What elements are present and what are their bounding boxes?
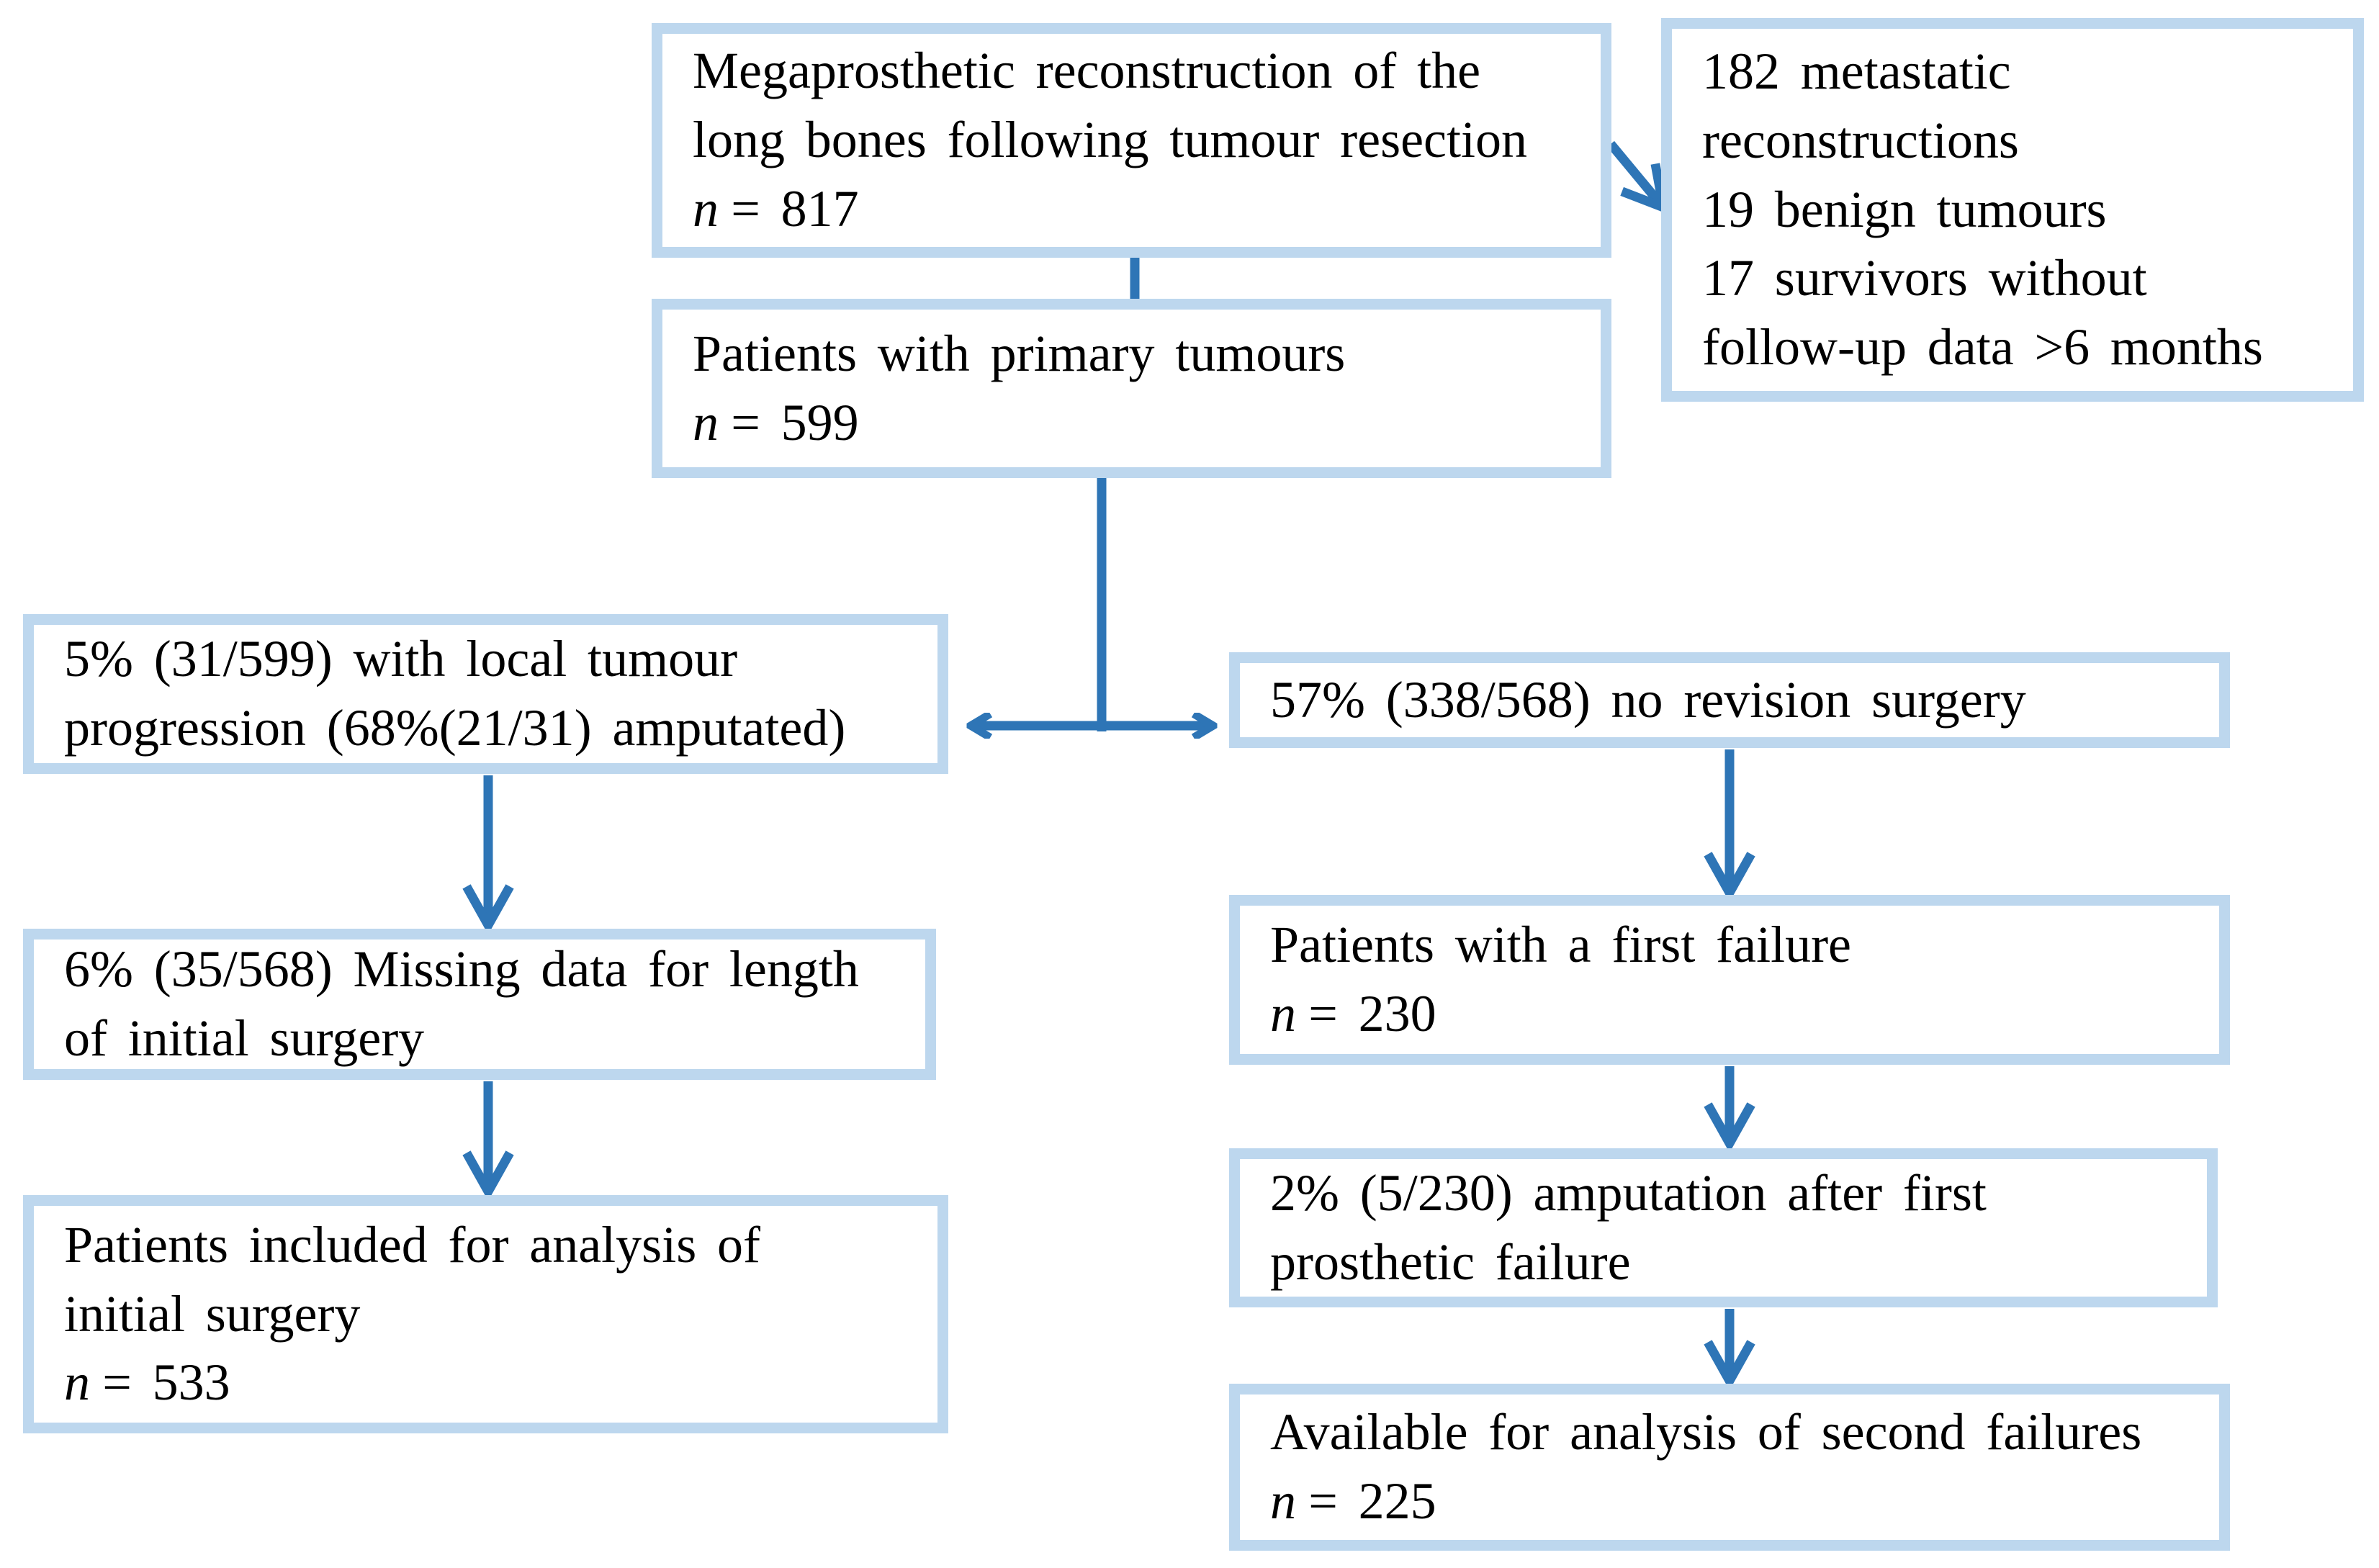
box-text-line: prosthetic failure [1270,1233,1631,1291]
box-text-line: long bones following tumour resection [693,111,1528,169]
box-text-line: initial surgery [64,1284,361,1343]
box-second-failures: Available for analysis of second failure… [1229,1384,2230,1551]
box-no-revision: 57% (338/568) no revision surgery [1229,652,2230,748]
n-symbol: n [1270,985,1296,1042]
box-text-line: progression (68%(21/31) amputated) [64,699,846,757]
box-first-failure: Patients with a first failure n = 230 [1229,895,2230,1065]
box-text-line: 19 benign tumours [1702,180,2107,238]
box-megaprosthetic-root: Megaprosthetic reconstruction of the lon… [652,23,1611,258]
box-text-line: follow-up data >6 months [1702,318,2263,377]
n-value: = 599 [731,393,859,451]
sample-size-line: n = 230 [1270,980,2199,1049]
box-text-line: 6% (35/568) Missing data for length [64,940,859,999]
n-value: = 230 [1308,985,1436,1042]
connector-root-exclusions-arrow [1606,140,1663,207]
n-value: = 225 [1308,1472,1436,1530]
n-value: = 817 [731,179,859,238]
box-text-line: 57% (338/568) no revision surgery [1270,670,2026,729]
box-text-line: Patients with a first failure [1270,916,1852,974]
box-text-line: reconstructions [1702,111,2019,169]
box-text-line: of initial surgery [64,1009,425,1067]
box-text-line: 5% (31/599) with local tumour [64,630,738,688]
box-text-line: 2% (5/230) amputation after first [1270,1163,1987,1222]
sample-size-line: n = 817 [693,175,1580,244]
n-value: = 533 [102,1353,230,1412]
box-text-line: 182 metastatic [1702,42,2011,101]
n-symbol: n [1270,1472,1296,1530]
box-primary-tumours: Patients with primary tumours n = 599 [652,299,1611,478]
box-text-line: Available for analysis of second failure… [1270,1403,2142,1461]
sample-size-line: n = 599 [693,389,1580,458]
box-amputation-after-first: 2% (5/230) amputation after first prosth… [1229,1148,2218,1307]
box-text-line: Megaprosthetic reconstruction of the [693,42,1481,100]
n-symbol: n [64,1353,90,1412]
box-included-initial: Patients included for analysis of initia… [23,1195,948,1433]
sample-size-line: n = 225 [1270,1467,2199,1536]
box-local-progression: 5% (31/599) with local tumour progressio… [23,614,948,774]
box-missing-data: 6% (35/568) Missing data for length of i… [23,929,936,1080]
box-text-line: Patients included for analysis of [64,1215,761,1274]
n-symbol: n [693,179,719,238]
box-text-line: 17 survivors without [1702,249,2147,307]
box-text-line: Patients with primary tumours [693,324,1346,382]
box-exclusions: 182 metastatic reconstructions 19 benign… [1661,18,2364,402]
n-symbol: n [693,393,719,451]
sample-size-line: n = 533 [64,1348,917,1418]
